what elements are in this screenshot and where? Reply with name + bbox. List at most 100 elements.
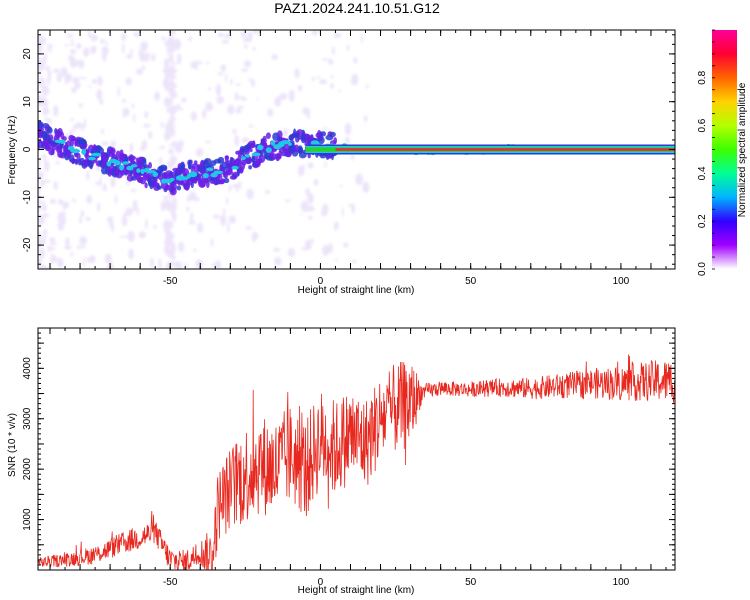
spectrogram-noise-blob — [274, 257, 282, 266]
spectrogram-noise-blob — [91, 78, 98, 84]
spectrogram-noise-blob — [68, 55, 75, 61]
spectrogram-ridge-highlight — [180, 176, 189, 180]
spectrogram-ridge-blob — [69, 138, 74, 147]
spectrogram-noise-blob — [322, 127, 328, 130]
colorbar-tick-label: 0.0 — [697, 262, 708, 276]
spectrogram-noise-blob — [158, 258, 162, 269]
spectrogram-noise-blob — [125, 207, 133, 217]
spectrogram-noise-blob — [141, 65, 146, 70]
spectrogram-noise-blob — [44, 102, 49, 107]
spectrogram-noise-blob — [79, 236, 88, 246]
spectrogram-ridge-highlight — [213, 170, 224, 175]
spectrogram-noise-blob — [224, 33, 231, 39]
spectrogram-noise-blob — [353, 57, 358, 64]
spectrogram-ridge-highlight — [126, 165, 134, 171]
spectrogram-ridge-blob — [249, 148, 253, 153]
spectrogram-ridge-blob — [307, 153, 311, 159]
spectrogram-noise-blob — [102, 50, 106, 62]
spectrogram-noise-blob — [322, 244, 330, 256]
spectrogram-ridge-blob — [298, 147, 304, 153]
spectrogram-noise-blob — [99, 176, 102, 188]
spectrogram-ridge-blob — [301, 129, 305, 136]
spectrogram-noise-blob — [175, 142, 183, 154]
figure-title: PAZ1.2024.241.10.51.G12 — [274, 0, 440, 16]
spectrogram-noise-blob — [288, 89, 295, 102]
spectrogram-noise-blob — [321, 58, 330, 61]
spectrogram-noise-blob — [45, 48, 50, 52]
spectrogram-noise-blob — [271, 54, 278, 60]
spectrogram-ridge-blob — [219, 178, 225, 185]
spectrogram-noise-blob — [121, 42, 125, 54]
spectrogram-ridge-blob — [176, 185, 182, 191]
spectrogram-noise-blob — [227, 222, 230, 233]
spectrogram-noise-blob — [42, 234, 46, 246]
spectrogram-ridge-blob — [38, 121, 44, 129]
spectrogram-noise-blob — [117, 86, 120, 98]
spectrogram-noise-blob — [315, 76, 322, 79]
spectrogram-noise-blob — [328, 58, 334, 65]
spectrogram-ridge-blob — [309, 135, 314, 143]
spectrogram-noise-blob — [252, 47, 256, 51]
spectrogram-ridge-blob — [129, 155, 137, 161]
spectrogram-noise-blob — [234, 134, 240, 147]
spectrogram-noise-blob — [43, 85, 49, 90]
spectrogram-noise-blob — [125, 77, 132, 86]
spectrogram-noise-blob — [151, 54, 156, 61]
spectrogram-noise-blob — [188, 36, 193, 42]
spectrogram-ridge-highlight — [140, 168, 145, 175]
spectrogram-noise-blob — [205, 102, 214, 112]
spectrogram-ridge-blob — [46, 126, 53, 134]
spectrogram-noise-blob — [49, 42, 52, 54]
spectrogram-xtick-label: 0 — [318, 276, 324, 287]
spectrogram-noise-blob — [97, 75, 103, 87]
spectrogram-noise-blob — [122, 107, 130, 117]
spectrogram-noise-blob — [267, 108, 274, 117]
spectrogram-noise-blob — [79, 215, 82, 225]
spectrogram-noise-blob — [79, 245, 86, 249]
snr-xtick-label: 0 — [318, 577, 324, 588]
spectrogram-noise-blob — [169, 68, 177, 74]
spectrogram-noise-blob — [338, 89, 341, 92]
spectrogram-ridge-highlight — [257, 144, 264, 151]
spectrogram-xtick-label: 50 — [465, 276, 477, 287]
spectrogram-noise-blob — [169, 143, 172, 147]
spectrogram-noise-blob — [81, 123, 84, 132]
spectrogram-noise-blob — [129, 142, 134, 154]
spectrogram-noise-blob — [121, 216, 128, 227]
spectrogram-ytick-label: 10 — [22, 96, 33, 108]
spectrogram-noise-blob — [170, 251, 174, 256]
spectrogram-noise-blob — [300, 200, 309, 213]
spectrogram-ridge-highlight — [245, 154, 250, 158]
spectrogram-noise-blob — [73, 123, 77, 132]
spectrogram-noise-blob — [180, 107, 184, 111]
spectrogram-noise-blob — [148, 131, 153, 140]
spectrogram-noise-blob — [38, 247, 46, 259]
spectrogram-noise-blob — [311, 30, 318, 36]
spectrogram-noise-blob — [173, 261, 182, 269]
spectrogram-ridge-blob — [329, 131, 336, 138]
spectrogram-noise-blob — [210, 238, 214, 247]
spectrogram-noise-blob — [70, 117, 74, 122]
spectrogram-noise-blob — [52, 68, 60, 73]
spectrogram-noise-blob — [131, 103, 135, 109]
spectrogram-noise-blob — [235, 83, 241, 86]
spectrogram-ridge-blob — [189, 159, 193, 165]
spectrogram-noise-blob — [241, 68, 248, 72]
spectrogram-noise-blob — [196, 61, 204, 65]
spectrogram-noise-blob — [205, 140, 211, 144]
spectrogram-noise-blob — [90, 45, 97, 54]
spectrogram-noise-blob — [65, 237, 70, 247]
colorbar-tick-label: 0.6 — [697, 118, 708, 132]
spectrogram-ridge-blob — [190, 181, 194, 188]
spectrogram-noise-blob — [71, 87, 77, 94]
spectrogram-noise-blob — [168, 53, 174, 64]
spectrogram-ridge-highlight — [136, 168, 141, 173]
spectrogram-noise-blob — [181, 97, 187, 103]
spectrogram-noise-blob — [197, 152, 202, 156]
spectrogram-noise-blob — [57, 220, 65, 231]
spectrogram-noise-blob — [247, 31, 253, 43]
spectrogram-noise-blob — [169, 105, 177, 115]
spectrogram-noise-blob — [227, 104, 235, 115]
spectrogram-noise-blob — [78, 76, 87, 79]
spectrogram-noise-blob — [225, 197, 229, 205]
